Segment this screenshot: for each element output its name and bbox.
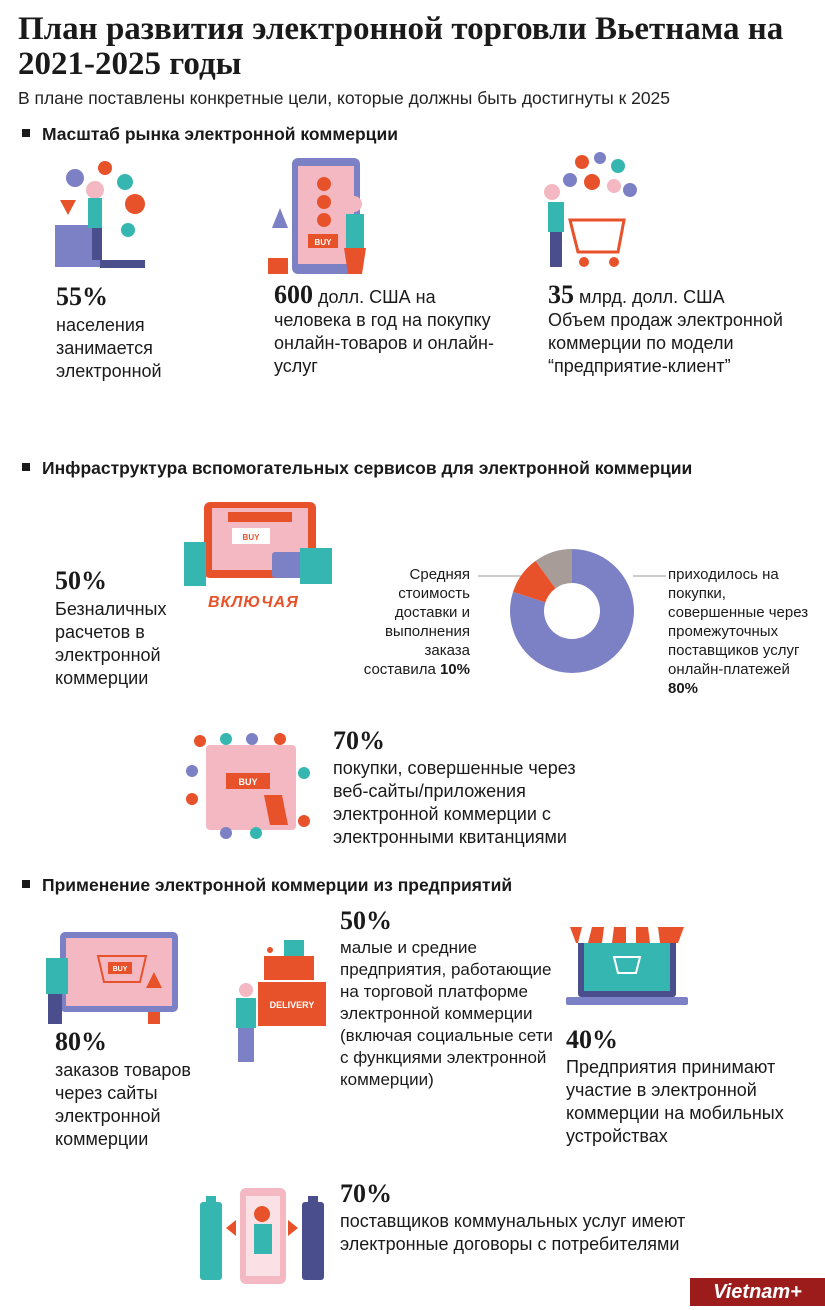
svg-text:BUY: BUY — [243, 533, 261, 542]
vietnamplus-logo: Vietnam+ — [690, 1278, 825, 1306]
stat-text-orders: заказов товаров через сайты электронной … — [55, 1060, 191, 1149]
stat-spending: 600 долл. США на человека в год на покуп… — [274, 280, 504, 378]
online-receipts-illustration: BUY — [186, 733, 310, 839]
laptop-store-illustration — [566, 927, 688, 1005]
stat-text-population: населения занимается электронной — [56, 315, 162, 381]
stat-value-cashless: 50% — [55, 566, 107, 595]
tablet-payment-illustration: BUY — [184, 502, 332, 586]
section-heading-enterprises: Применение электронной коммерции из пред… — [22, 875, 512, 896]
donut-slice-delivery — [513, 560, 556, 603]
svg-text:DELIVERY: DELIVERY — [270, 1000, 315, 1010]
svg-text:BUY: BUY — [113, 966, 128, 973]
donut-slice-other — [535, 549, 572, 589]
including-banner: ВКЛЮЧАЯ — [208, 594, 299, 611]
stat-text-receipts: покупки, совершенные через веб-сайты/при… — [333, 758, 576, 847]
stat-text-utilities: поставщиков коммунальных услуг имеют эле… — [340, 1211, 686, 1254]
stat-value-population: 55% — [56, 282, 108, 311]
stat-text-spending: долл. США на человека в год на покупку о… — [274, 287, 494, 376]
stat-text-mobile: Предприятия принимают участие в электрон… — [566, 1057, 784, 1146]
stat-value-receipts: 70% — [333, 726, 385, 755]
stat-b2c: 35 млрд. долл. США Объем продаж электронн… — [548, 280, 808, 378]
payment-provider-note: приходилось на покупки, совершенные чере… — [668, 566, 809, 697]
page-title: План развития электронной торговли Вьетн… — [18, 11, 784, 82]
donut-slice-payment — [510, 549, 634, 673]
stat-value-utilities: 70% — [340, 1179, 392, 1208]
stat-unit-b2c: млрд. долл. США — [579, 287, 725, 307]
stat-text-sme: малые и средние предприятия, работающие … — [340, 938, 553, 1089]
stat-value-spending: 600 — [274, 280, 313, 309]
phone-shopping-illustration: BUY — [268, 158, 366, 274]
delivery-cost-note: Средняя стоимость доставки и выполнения … — [363, 566, 470, 678]
stat-text-b2c: Объем продаж электронной коммерции по мо… — [548, 310, 783, 376]
woman-laptop-illustration — [55, 161, 145, 268]
stat-text-cashless: Безналичных расчетов в электронной комме… — [55, 599, 167, 688]
section-heading-market: Масштаб рынка электронной коммерции — [22, 124, 398, 145]
donut-chart — [510, 549, 634, 673]
svg-text:BUY: BUY — [238, 777, 257, 787]
svg-text:BUY: BUY — [315, 238, 333, 247]
stat-value-mobile: 40% — [566, 1025, 618, 1054]
tablet-cart-illustration: BUY — [46, 932, 178, 1024]
stat-value-orders: 80% — [55, 1027, 107, 1056]
stat-value-sme: 50% — [340, 906, 392, 935]
shopping-cart-illustration — [544, 152, 637, 267]
delivery-illustration: DELIVERY — [236, 940, 326, 1062]
section-heading-infrastructure: Инфраструктура вспомогательных сервисов … — [22, 458, 692, 479]
stat-value-b2c: 35 — [548, 280, 574, 309]
page-subtitle: В плане поставлены конкретные цели, кото… — [18, 88, 671, 108]
utility-contract-illustration — [200, 1188, 324, 1284]
